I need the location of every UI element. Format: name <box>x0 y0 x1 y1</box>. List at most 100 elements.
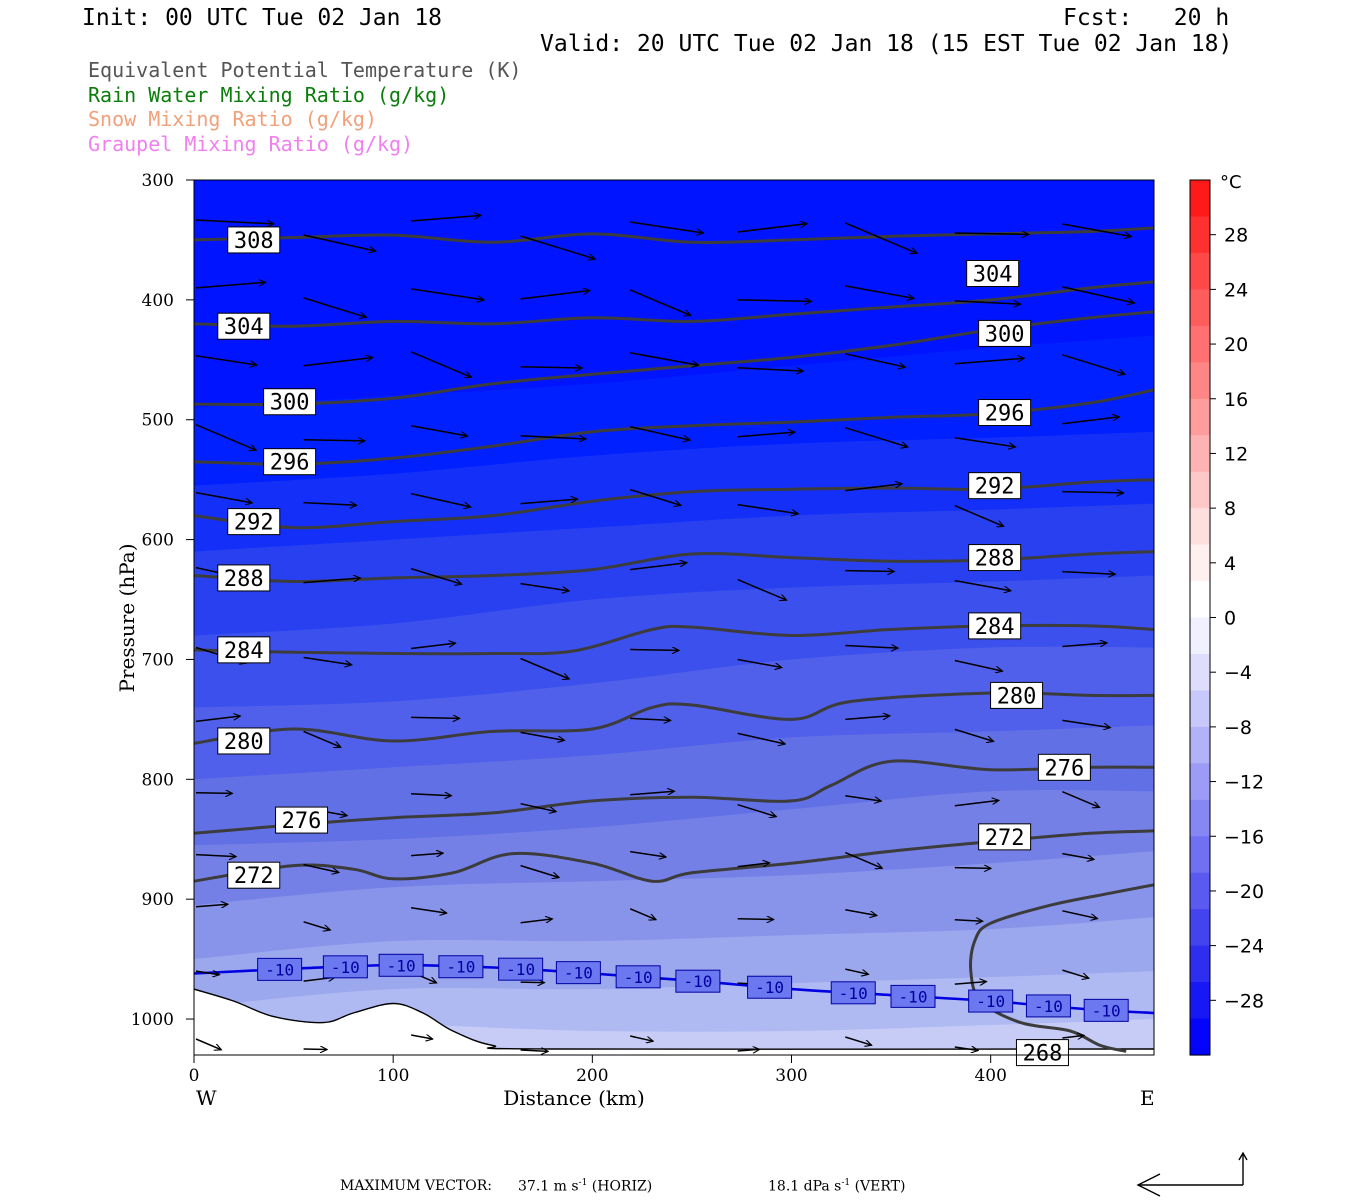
colorbar-tick-label: −24 <box>1224 936 1264 958</box>
wind-vector <box>1062 492 1123 493</box>
svg-text:296: 296 <box>270 451 310 476</box>
field-label-rain-water: Rain Water Mixing Ratio (g/kg) <box>88 83 450 107</box>
colorbar-tick-label: 4 <box>1224 553 1236 575</box>
theta-e-label-288: 288 <box>217 564 271 592</box>
theta-e-label-304: 304 <box>217 312 271 340</box>
colorbar-swatch <box>1190 252 1210 290</box>
wind-vector <box>845 716 890 721</box>
svg-text:-10: -10 <box>1034 997 1063 1016</box>
colorbar-swatch <box>1190 581 1210 619</box>
wind-vector <box>954 868 991 869</box>
svg-text:304: 304 <box>973 262 1013 287</box>
wind-vector <box>845 909 877 916</box>
temp-label-neg10: -10 <box>438 955 484 979</box>
svg-text:-10: -10 <box>446 958 475 977</box>
colorbar-tick-label: 24 <box>1224 279 1248 301</box>
wind-vector <box>737 1049 760 1051</box>
svg-text:308: 308 <box>234 229 274 254</box>
wind-vector <box>303 297 367 317</box>
wind-vector <box>845 426 908 447</box>
wind-vector <box>520 235 596 259</box>
wind-vector <box>954 300 1021 304</box>
wind-vector <box>303 921 331 930</box>
colorbar-tick-label: −28 <box>1224 990 1264 1012</box>
colorbar-tick-label: 8 <box>1224 498 1236 520</box>
svg-text:288: 288 <box>224 567 264 592</box>
y-tick-label: 400 <box>142 291 174 311</box>
wind-vector <box>195 491 252 503</box>
wind-vector <box>1062 354 1125 374</box>
svg-text:-10: -10 <box>755 978 784 997</box>
colorbar-swatch <box>1190 362 1210 400</box>
wind-vector <box>1062 852 1094 860</box>
valid-time: Valid: 20 UTC Tue 02 Jan 18 (15 EST Tue … <box>540 31 1233 57</box>
temp-label-neg10: -10 <box>1025 994 1071 1018</box>
svg-text:-10: -10 <box>506 960 535 979</box>
wind-vector <box>845 285 914 299</box>
temp-label-neg10: -10 <box>747 975 793 999</box>
temp-label-neg10: -10 <box>615 965 661 989</box>
wind-vector <box>195 971 220 975</box>
svg-text:-10: -10 <box>265 960 294 979</box>
colorbar-tick-label: −4 <box>1224 662 1252 684</box>
y-tick-label: 600 <box>142 531 174 551</box>
wind-vector <box>410 567 462 585</box>
svg-text:-10: -10 <box>1092 1001 1121 1020</box>
temp-label-neg10: -10 <box>378 953 424 977</box>
theta-e-contour-304 <box>194 280 1154 328</box>
wind-vector <box>954 436 1016 447</box>
west-label: W <box>196 1086 217 1110</box>
wind-vector <box>630 1035 653 1041</box>
wind-vector <box>737 578 787 601</box>
colorbar-swatch <box>1190 325 1210 363</box>
wind-vector <box>845 571 894 572</box>
colorbar-swatch <box>1190 617 1210 655</box>
theta-e-label-288: 288 <box>968 544 1022 572</box>
wind-vector <box>1062 1035 1084 1038</box>
svg-text:-10: -10 <box>387 956 416 975</box>
wind-vector <box>520 802 557 812</box>
svg-text:-10: -10 <box>683 972 712 991</box>
y-tick-label: 1000 <box>131 1010 174 1030</box>
wind-vector <box>629 908 656 920</box>
svg-text:-10: -10 <box>976 992 1005 1011</box>
theta-e-label-284: 284 <box>968 612 1022 640</box>
wind-vector <box>845 968 868 974</box>
colorbar-swatch <box>1190 398 1210 436</box>
svg-text:300: 300 <box>985 322 1025 347</box>
wind-vector <box>954 233 1029 234</box>
wind-vector <box>954 358 1024 365</box>
wind-vector <box>954 659 1003 672</box>
wind-vector <box>954 1047 978 1051</box>
wind-vector <box>520 367 583 368</box>
wind-vector <box>195 904 228 907</box>
field-label-graupel: Graupel Mixing Ratio (g/kg) <box>88 132 414 156</box>
temp-label-neg10: -10 <box>555 961 601 985</box>
colorbar-swatch <box>1190 763 1210 801</box>
wind-vector <box>411 794 451 796</box>
wind-vector <box>520 291 590 300</box>
svg-text:276: 276 <box>1044 756 1084 781</box>
wind-vector <box>303 358 373 367</box>
colorbar-swatch <box>1190 653 1210 692</box>
max-vector-label: MAXIMUM VECTOR: <box>340 1178 492 1194</box>
svg-text:272: 272 <box>985 826 1025 851</box>
wind-vector <box>845 646 898 649</box>
max-vector-horiz: 37.1 m s-1 (HORIZ) <box>518 1178 653 1195</box>
colorbar-swatch <box>1190 945 1210 983</box>
colorbar-tick-label: 0 <box>1224 608 1236 630</box>
x-tick-label: 200 <box>576 1066 608 1086</box>
y-tick-label: 500 <box>142 411 174 431</box>
wind-vector <box>410 351 471 378</box>
theta-e-label-276: 276 <box>275 806 329 834</box>
theta-e-label-272: 272 <box>227 861 281 889</box>
svg-text:-10: -10 <box>624 968 653 987</box>
y-tick-label: 700 <box>142 650 174 670</box>
temp-label-neg10: -10 <box>890 984 936 1008</box>
wind-vector <box>303 578 361 584</box>
wind-vector <box>1062 910 1097 919</box>
wind-vector <box>845 794 881 801</box>
wind-vector <box>845 1036 871 1045</box>
wind-vector <box>845 353 905 367</box>
east-label: E <box>1140 1086 1155 1110</box>
